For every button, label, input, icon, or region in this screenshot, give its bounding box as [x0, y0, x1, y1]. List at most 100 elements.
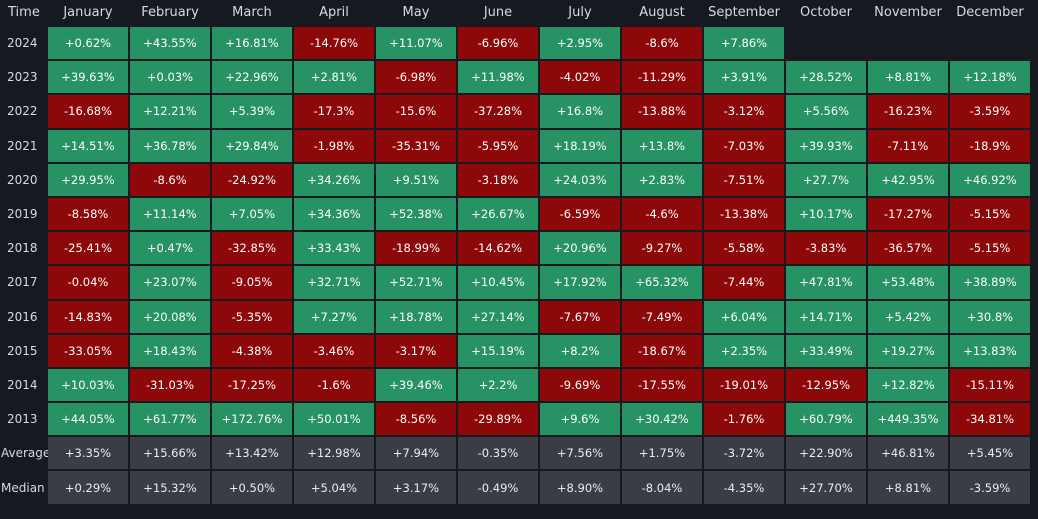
- stat-row-label: Average: [1, 446, 51, 461]
- header-month: November: [874, 5, 942, 20]
- return-cell: [786, 27, 866, 59]
- return-cell: +10.17%: [786, 197, 866, 231]
- return-cell: +27.7%: [786, 163, 866, 196]
- return-cell: +32.71%: [294, 266, 374, 299]
- return-cell: -11.29%: [622, 61, 702, 94]
- return-cell: -7.03%: [704, 129, 784, 162]
- return-cell: -14.83%: [48, 300, 128, 333]
- return-cell: +17.92%: [540, 266, 620, 299]
- header-month: July: [568, 5, 592, 20]
- return-cell: -9.05%: [212, 266, 292, 299]
- return-cell: +52.38%: [376, 197, 456, 231]
- return-cell: -33.05%: [48, 334, 128, 367]
- stat-cell: -8.04%: [622, 471, 702, 504]
- stat-cell: +5.04%: [294, 471, 374, 504]
- header-time: Time: [8, 5, 40, 20]
- return-cell: +39.93%: [786, 129, 866, 162]
- stat-cell: -4.35%: [704, 471, 784, 504]
- return-cell: +42.95%: [868, 163, 948, 196]
- return-cell: +28.52%: [786, 61, 866, 94]
- row-year-label: 2019: [7, 207, 38, 222]
- header-month: May: [402, 5, 430, 20]
- return-cell: +47.81%: [786, 266, 866, 299]
- stat-cell: -3.59%: [950, 471, 1030, 504]
- return-cell: -5.15%: [950, 232, 1030, 265]
- return-cell: +2.95%: [540, 27, 620, 60]
- row-year-label: 2021: [7, 138, 38, 153]
- return-cell: -24.92%: [212, 163, 292, 196]
- row-year-label: 2017: [7, 275, 38, 290]
- row-year-label: 2015: [7, 343, 38, 358]
- return-cell: -7.11%: [868, 129, 948, 162]
- return-cell: -16.68%: [48, 95, 128, 128]
- return-cell: -13.88%: [622, 95, 702, 128]
- return-cell: +8.81%: [868, 61, 948, 94]
- return-cell: +20.08%: [130, 300, 210, 333]
- stat-cell: +3.35%: [48, 437, 128, 470]
- return-cell: +10.45%: [458, 266, 538, 299]
- return-cell: +8.2%: [540, 334, 620, 367]
- return-cell: -8.58%: [48, 197, 128, 231]
- row-year-label: 2020: [7, 172, 38, 187]
- return-cell: -18.9%: [950, 129, 1030, 162]
- return-cell: +43.55%: [130, 27, 210, 60]
- return-cell: -32.85%: [212, 232, 292, 265]
- row-year-label: 2013: [7, 412, 38, 427]
- return-cell: -6.96%: [458, 27, 538, 60]
- stat-cell: +46.81%: [868, 437, 948, 470]
- return-cell: -3.83%: [786, 232, 866, 265]
- return-cell: [950, 27, 1030, 59]
- return-cell: +0.62%: [48, 27, 128, 60]
- return-cell: +16.81%: [212, 27, 292, 60]
- row-year-label: 2018: [7, 241, 38, 256]
- return-cell: -7.51%: [704, 163, 784, 196]
- return-cell: +10.03%: [48, 368, 128, 402]
- stat-cell: +5.45%: [950, 437, 1030, 470]
- stat-cell: +15.32%: [130, 471, 210, 504]
- return-cell: +11.07%: [376, 27, 456, 60]
- return-cell: +61.77%: [130, 403, 210, 436]
- return-cell: +2.35%: [704, 334, 784, 367]
- return-cell: -31.03%: [130, 368, 210, 402]
- return-cell: -8.6%: [622, 27, 702, 60]
- return-cell: -15.6%: [376, 95, 456, 128]
- return-cell: +39.63%: [48, 61, 128, 94]
- return-cell: +11.98%: [458, 61, 538, 94]
- return-cell: +27.14%: [458, 300, 538, 333]
- header-month: June: [483, 5, 513, 20]
- return-cell: -9.69%: [540, 368, 620, 402]
- stat-cell: +7.94%: [376, 437, 456, 470]
- return-cell: -37.28%: [458, 95, 538, 128]
- stat-cell: -3.72%: [704, 437, 784, 470]
- return-cell: -17.3%: [294, 95, 374, 128]
- return-cell: +14.51%: [48, 129, 128, 162]
- return-cell: +34.26%: [294, 163, 374, 196]
- return-cell: -34.81%: [950, 403, 1030, 436]
- return-cell: +15.19%: [458, 334, 538, 367]
- return-cell: -5.35%: [212, 300, 292, 333]
- return-cell: +39.46%: [376, 368, 456, 402]
- return-cell: -4.6%: [622, 197, 702, 231]
- return-cell: +22.96%: [212, 61, 292, 94]
- stat-cell: +8.90%: [540, 471, 620, 504]
- return-cell: -14.76%: [294, 27, 374, 60]
- return-cell: +38.89%: [950, 266, 1030, 299]
- header-month: April: [319, 5, 349, 20]
- stat-cell: +12.98%: [294, 437, 374, 470]
- return-cell: +18.78%: [376, 300, 456, 333]
- return-cell: -5.58%: [704, 232, 784, 265]
- row-year-label: 2014: [7, 377, 38, 392]
- return-cell: +0.47%: [130, 232, 210, 265]
- return-cell: +18.19%: [540, 129, 620, 162]
- return-cell: -1.76%: [704, 403, 784, 436]
- return-cell: -17.27%: [868, 197, 948, 231]
- stat-cell: +0.29%: [48, 471, 128, 504]
- return-cell: +7.05%: [212, 197, 292, 231]
- return-cell: -17.25%: [212, 368, 292, 402]
- stat-cell: -0.49%: [458, 471, 538, 504]
- return-cell: +14.71%: [786, 300, 866, 333]
- return-cell: -5.15%: [950, 197, 1030, 231]
- row-year-label: 2022: [7, 104, 38, 119]
- return-cell: +26.67%: [458, 197, 538, 231]
- return-cell: +9.6%: [540, 403, 620, 436]
